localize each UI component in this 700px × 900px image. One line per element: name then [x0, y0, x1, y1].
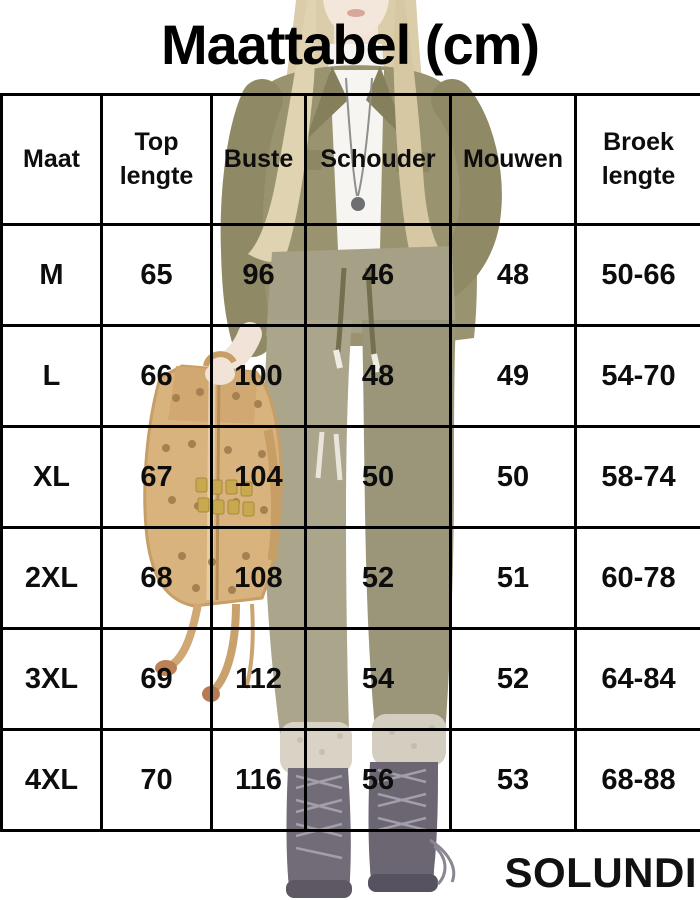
measurement-cell: 104: [210, 425, 307, 529]
measurement-cell: 96: [210, 223, 307, 327]
measurement-cell: 65: [100, 223, 213, 327]
col-header-buste: Buste: [210, 93, 307, 226]
measurement-cell: 50: [449, 425, 577, 529]
size-label-cell: 3XL: [0, 627, 103, 731]
measurement-cell: 50: [304, 425, 452, 529]
measurement-cell: 46: [304, 223, 452, 327]
measurement-cell: 70: [100, 728, 213, 832]
measurement-cell: 116: [210, 728, 307, 832]
measurement-cell: 108: [210, 526, 307, 630]
measurement-cell: 56: [304, 728, 452, 832]
measurement-cell: 60-78: [574, 526, 700, 630]
measurement-cell: 100: [210, 324, 307, 428]
size-label-cell: 2XL: [0, 526, 103, 630]
measurement-cell: 58-74: [574, 425, 700, 529]
table-row-3xl: 3XL 69 112 54 52 64-84: [0, 627, 700, 731]
measurement-cell: 69: [100, 627, 213, 731]
size-label-cell: 4XL: [0, 728, 103, 832]
table-row-2xl: 2XL 68 108 52 51 60-78: [0, 526, 700, 630]
brand-logo: SOLUNDI: [504, 849, 697, 896]
size-label-cell: XL: [0, 425, 103, 529]
col-header-mouwen: Mouwen: [449, 93, 577, 226]
measurement-cell: 67: [100, 425, 213, 529]
measurement-cell: 68: [100, 526, 213, 630]
measurement-cell: 54: [304, 627, 452, 731]
table-row-xl: XL 67 104 50 50 58-74: [0, 425, 700, 529]
col-header-top-lengte: Top lengte: [100, 93, 213, 226]
measurement-cell: 50-66: [574, 223, 700, 327]
measurement-cell: 48: [304, 324, 452, 428]
size-label-cell: L: [0, 324, 103, 428]
measurement-cell: 68-88: [574, 728, 700, 832]
measurement-cell: 52: [449, 627, 577, 731]
table-row-4xl: 4XL 70 116 56 53 68-88: [0, 728, 700, 832]
col-header-broek-lengte: Broek lengte: [574, 93, 700, 226]
col-header-maat: Maat: [0, 93, 103, 226]
measurement-cell: 112: [210, 627, 307, 731]
table-row-m: M 65 96 46 48 50-66: [0, 223, 700, 327]
measurement-cell: 51: [449, 526, 577, 630]
measurement-cell: 64-84: [574, 627, 700, 731]
col-header-schouder: Schouder: [304, 93, 452, 226]
header-row: Maat Top lengte Buste Schouder Mouwen Br…: [0, 93, 700, 226]
measurement-cell: 48: [449, 223, 577, 327]
measurement-cell: 66: [100, 324, 213, 428]
measurement-cell: 49: [449, 324, 577, 428]
size-label-cell: M: [0, 223, 103, 327]
measurement-cell: 53: [449, 728, 577, 832]
size-table: Maat Top lengte Buste Schouder Mouwen Br…: [0, 93, 700, 832]
measurement-cell: 52: [304, 526, 452, 630]
page-title: Maattabel (cm): [160, 13, 540, 76]
measurement-cell: 54-70: [574, 324, 700, 428]
table-row-l: L 66 100 48 49 54-70: [0, 324, 700, 428]
